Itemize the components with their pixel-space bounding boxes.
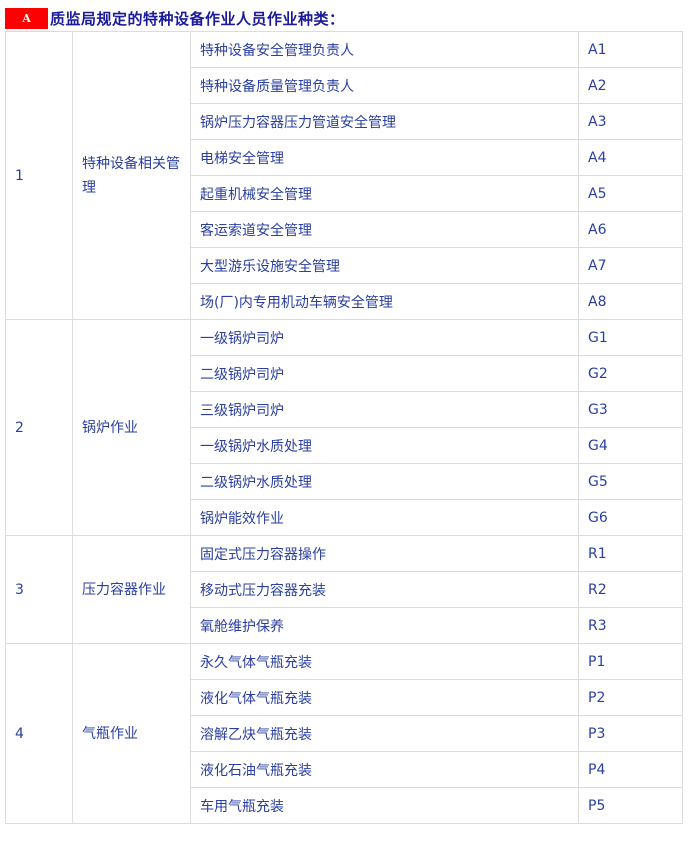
table-row: 车用气瓶充装 P5 bbox=[6, 787, 683, 824]
group-number: 3 bbox=[5, 535, 73, 644]
operation-name: 客运索道安全管理 bbox=[190, 211, 579, 248]
table-row: 4 气瓶作业 永久气体气瓶充装 P1 bbox=[5, 643, 683, 824]
table-row: 特种设备质量管理负责人 A2 bbox=[6, 67, 683, 104]
operation-name: 特种设备质量管理负责人 bbox=[190, 67, 579, 104]
table-row: 锅炉能效作业 G6 bbox=[6, 499, 683, 536]
table-row: 客运索道安全管理 A6 bbox=[6, 211, 683, 248]
operation-name: 二级锅炉水质处理 bbox=[190, 463, 579, 500]
table-row: 场(厂)内专用机动车辆安全管理 A8 bbox=[6, 283, 683, 320]
operation-name: 固定式压力容器操作 bbox=[190, 535, 579, 572]
table-row: 二级锅炉水质处理 G5 bbox=[6, 463, 683, 500]
operation-name: 起重机械安全管理 bbox=[190, 175, 579, 212]
operation-code: R3 bbox=[578, 607, 683, 644]
operation-name: 场(厂)内专用机动车辆安全管理 bbox=[190, 283, 579, 320]
table-row: 电梯安全管理 A4 bbox=[6, 139, 683, 176]
group-category: 气瓶作业 bbox=[72, 643, 191, 824]
table-row: 起重机械安全管理 A5 bbox=[6, 175, 683, 212]
operation-code: P2 bbox=[578, 679, 683, 716]
table-row: 液化气体气瓶充装 P2 bbox=[6, 679, 683, 716]
operation-name: 电梯安全管理 bbox=[190, 139, 579, 176]
operation-types-table: 1 特种设备相关管理 特种设备安全管理负责人 A1 特种设备质量管理负责人 A2 锅炉压力容… bbox=[5, 31, 683, 824]
table-row: 2 锅炉作业 一级锅炉司炉 G1 bbox=[5, 319, 683, 536]
operation-name: 一级锅炉司炉 bbox=[190, 319, 579, 356]
table-row: 三级锅炉司炉 G3 bbox=[6, 391, 683, 428]
operation-name: 液化气体气瓶充装 bbox=[190, 679, 579, 716]
table-row: 1 特种设备相关管理 特种设备安全管理负责人 A1 bbox=[5, 31, 683, 320]
section-badge: A bbox=[5, 7, 48, 29]
operation-code: R1 bbox=[578, 535, 683, 572]
operation-code: P4 bbox=[578, 751, 683, 788]
group-category: 特种设备相关管理 bbox=[72, 31, 191, 320]
operation-name: 溶解乙炔气瓶充装 bbox=[190, 715, 579, 752]
operation-code: P5 bbox=[578, 787, 683, 824]
operation-name: 永久气体气瓶充装 bbox=[190, 643, 579, 680]
group-number: 2 bbox=[5, 319, 73, 536]
operation-code: P1 bbox=[578, 643, 683, 680]
operation-code: A5 bbox=[578, 175, 683, 212]
operation-name: 特种设备安全管理负责人 bbox=[190, 31, 579, 68]
operation-name: 移动式压力容器充装 bbox=[190, 571, 579, 608]
operation-code: A6 bbox=[578, 211, 683, 248]
table-row: 大型游乐设施安全管理 A7 bbox=[6, 247, 683, 284]
operation-name: 车用气瓶充装 bbox=[190, 787, 579, 824]
operation-code: G6 bbox=[578, 499, 683, 536]
operation-name: 大型游乐设施安全管理 bbox=[190, 247, 579, 284]
group-category: 锅炉作业 bbox=[72, 319, 191, 536]
group-number: 4 bbox=[5, 643, 73, 824]
operation-name: 锅炉能效作业 bbox=[190, 499, 579, 536]
group-category: 压力容器作业 bbox=[72, 535, 191, 644]
operation-code: P3 bbox=[578, 715, 683, 752]
operation-name: 液化石油气瓶充装 bbox=[190, 751, 579, 788]
table-row: 3 压力容器作业 固定式压力容器操作 R1 bbox=[5, 535, 683, 644]
operation-code: G5 bbox=[578, 463, 683, 500]
operation-name: 氧舱维护保养 bbox=[190, 607, 579, 644]
operation-name: 锅炉压力容器压力管道安全管理 bbox=[190, 103, 579, 140]
operation-code: R2 bbox=[578, 571, 683, 608]
operation-code: A1 bbox=[578, 31, 683, 68]
table-row: 液化石油气瓶充装 P4 bbox=[6, 751, 683, 788]
operation-code: G4 bbox=[578, 427, 683, 464]
operation-name: 二级锅炉司炉 bbox=[190, 355, 579, 392]
operation-name: 一级锅炉水质处理 bbox=[190, 427, 579, 464]
operation-code: A7 bbox=[578, 247, 683, 284]
table-row: 移动式压力容器充装 R2 bbox=[6, 571, 683, 608]
operation-code: A2 bbox=[578, 67, 683, 104]
operation-code: G1 bbox=[578, 319, 683, 356]
table-row: 溶解乙炔气瓶充装 P3 bbox=[6, 715, 683, 752]
table-row: 氧舱维护保养 R3 bbox=[6, 607, 683, 644]
operation-code: A3 bbox=[578, 103, 683, 140]
operation-name: 三级锅炉司炉 bbox=[190, 391, 579, 428]
table-row: 锅炉压力容器压力管道安全管理 A3 bbox=[6, 103, 683, 140]
table-row: 二级锅炉司炉 G2 bbox=[6, 355, 683, 392]
group-number: 1 bbox=[5, 31, 73, 320]
operation-code: A8 bbox=[578, 283, 683, 320]
section-title: 质监局规定的特种设备作业人员作业种类： bbox=[50, 9, 345, 28]
operation-code: G2 bbox=[578, 355, 683, 392]
section-heading: A 质监局规定的特种设备作业人员作业种类： bbox=[5, 7, 345, 29]
operation-code: A4 bbox=[578, 139, 683, 176]
operation-code: G3 bbox=[578, 391, 683, 428]
